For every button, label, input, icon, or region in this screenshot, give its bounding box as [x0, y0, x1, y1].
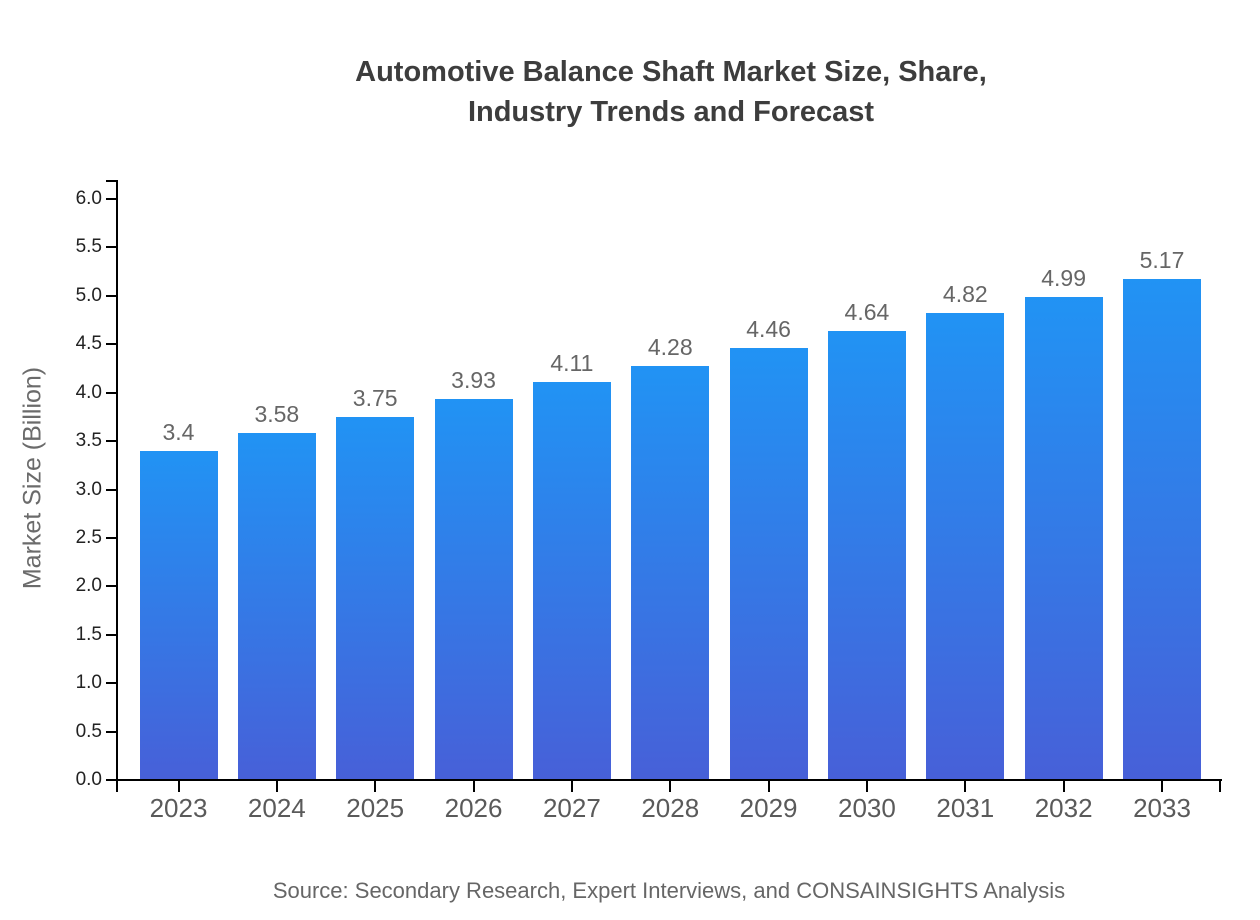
y-tick	[106, 391, 116, 394]
y-tick-label: 4.5	[75, 333, 102, 355]
x-tick-label: 2029	[739, 793, 798, 823]
bar-value-label: 3.4	[162, 418, 195, 445]
bar-value-label: 4.99	[1041, 264, 1087, 291]
bar-value-label: 4.46	[746, 316, 791, 343]
bar-value-label: 3.93	[451, 367, 496, 394]
chart-title-line1: Automotive Balance Shaft Market Size, Sh…	[355, 56, 987, 88]
x-tick-label: 2033	[1133, 793, 1191, 823]
bar	[237, 433, 316, 779]
x-tick	[1161, 779, 1163, 792]
y-tick-label: 2.5	[75, 526, 102, 548]
y-tick-label: 2.0	[75, 575, 102, 597]
bar-value-label: 4.64	[844, 298, 890, 325]
bar	[926, 313, 1005, 779]
x-tick	[177, 779, 180, 792]
bar	[139, 450, 218, 779]
x-tick	[1062, 779, 1065, 792]
y-tick	[106, 198, 116, 200]
x-tick-label: 2026	[444, 793, 503, 823]
y-tick-label: 1.0	[75, 672, 102, 694]
y-tick-label: 3.5	[75, 430, 102, 452]
y-tick-label: 5.0	[75, 284, 102, 306]
y-axis-line	[116, 180, 118, 792]
y-tick	[106, 294, 116, 297]
y-tick	[106, 585, 116, 588]
bar	[336, 416, 415, 779]
y-tick	[106, 440, 116, 443]
x-axis-line	[116, 779, 1222, 781]
x-tick	[669, 779, 672, 792]
y-tick	[106, 779, 116, 781]
bar	[1024, 296, 1103, 779]
y-tick	[106, 536, 116, 539]
bar	[729, 348, 808, 779]
y-tick	[106, 488, 116, 491]
bar	[532, 382, 611, 779]
bar	[1123, 279, 1201, 779]
y-tick-label: 3.0	[75, 478, 102, 500]
bar-value-label: 4.11	[550, 350, 594, 376]
x-tick	[865, 779, 868, 792]
x-tick	[472, 779, 475, 792]
bar	[434, 399, 513, 779]
bar	[827, 330, 906, 779]
x-tick-label: 2030	[838, 793, 896, 823]
y-tick	[106, 633, 116, 636]
chart-title: Automotive Balance Shaft Market Size, Sh…	[355, 52, 987, 132]
x-tick-label: 2027	[542, 793, 601, 823]
bar-value-label: 3.58	[254, 401, 300, 428]
x-tick-label: 2032	[1034, 793, 1093, 823]
y-tick	[106, 682, 116, 685]
chart-title-line2: Industry Trends and Forecast	[467, 96, 875, 128]
bar	[631, 365, 710, 779]
x-tick-label: 2025	[346, 793, 405, 823]
y-tick	[106, 343, 116, 346]
x-axis-end-cap	[1219, 779, 1221, 792]
bar-value-label: 4.82	[942, 281, 988, 308]
y-tick-label: 5.5	[75, 236, 102, 258]
source-note: Source: Secondary Research, Expert Inter…	[272, 878, 1066, 903]
bar-value-label: 5.17	[1139, 247, 1185, 274]
bar-value-label: 4.28	[647, 333, 693, 360]
y-tick	[106, 730, 116, 733]
x-tick	[964, 779, 967, 792]
x-tick	[275, 779, 278, 792]
x-tick-label: 2028	[641, 793, 700, 823]
x-tick	[767, 779, 770, 792]
y-tick-label: 6.0	[75, 188, 102, 209]
y-axis-end-cap	[106, 180, 116, 182]
x-tick-label: 2031	[936, 793, 995, 823]
bar-value-label: 3.75	[352, 384, 398, 411]
x-tick-label: 2024	[247, 793, 306, 823]
y-tick-label: 1.5	[75, 623, 102, 645]
y-tick	[106, 246, 116, 249]
x-tick	[374, 779, 377, 792]
y-tick-label: 4.0	[75, 381, 102, 403]
x-tick	[570, 779, 573, 792]
y-tick-label: 0.0	[75, 769, 102, 790]
x-tick-label: 2023	[149, 793, 208, 823]
y-tick-label: 0.5	[75, 720, 102, 742]
